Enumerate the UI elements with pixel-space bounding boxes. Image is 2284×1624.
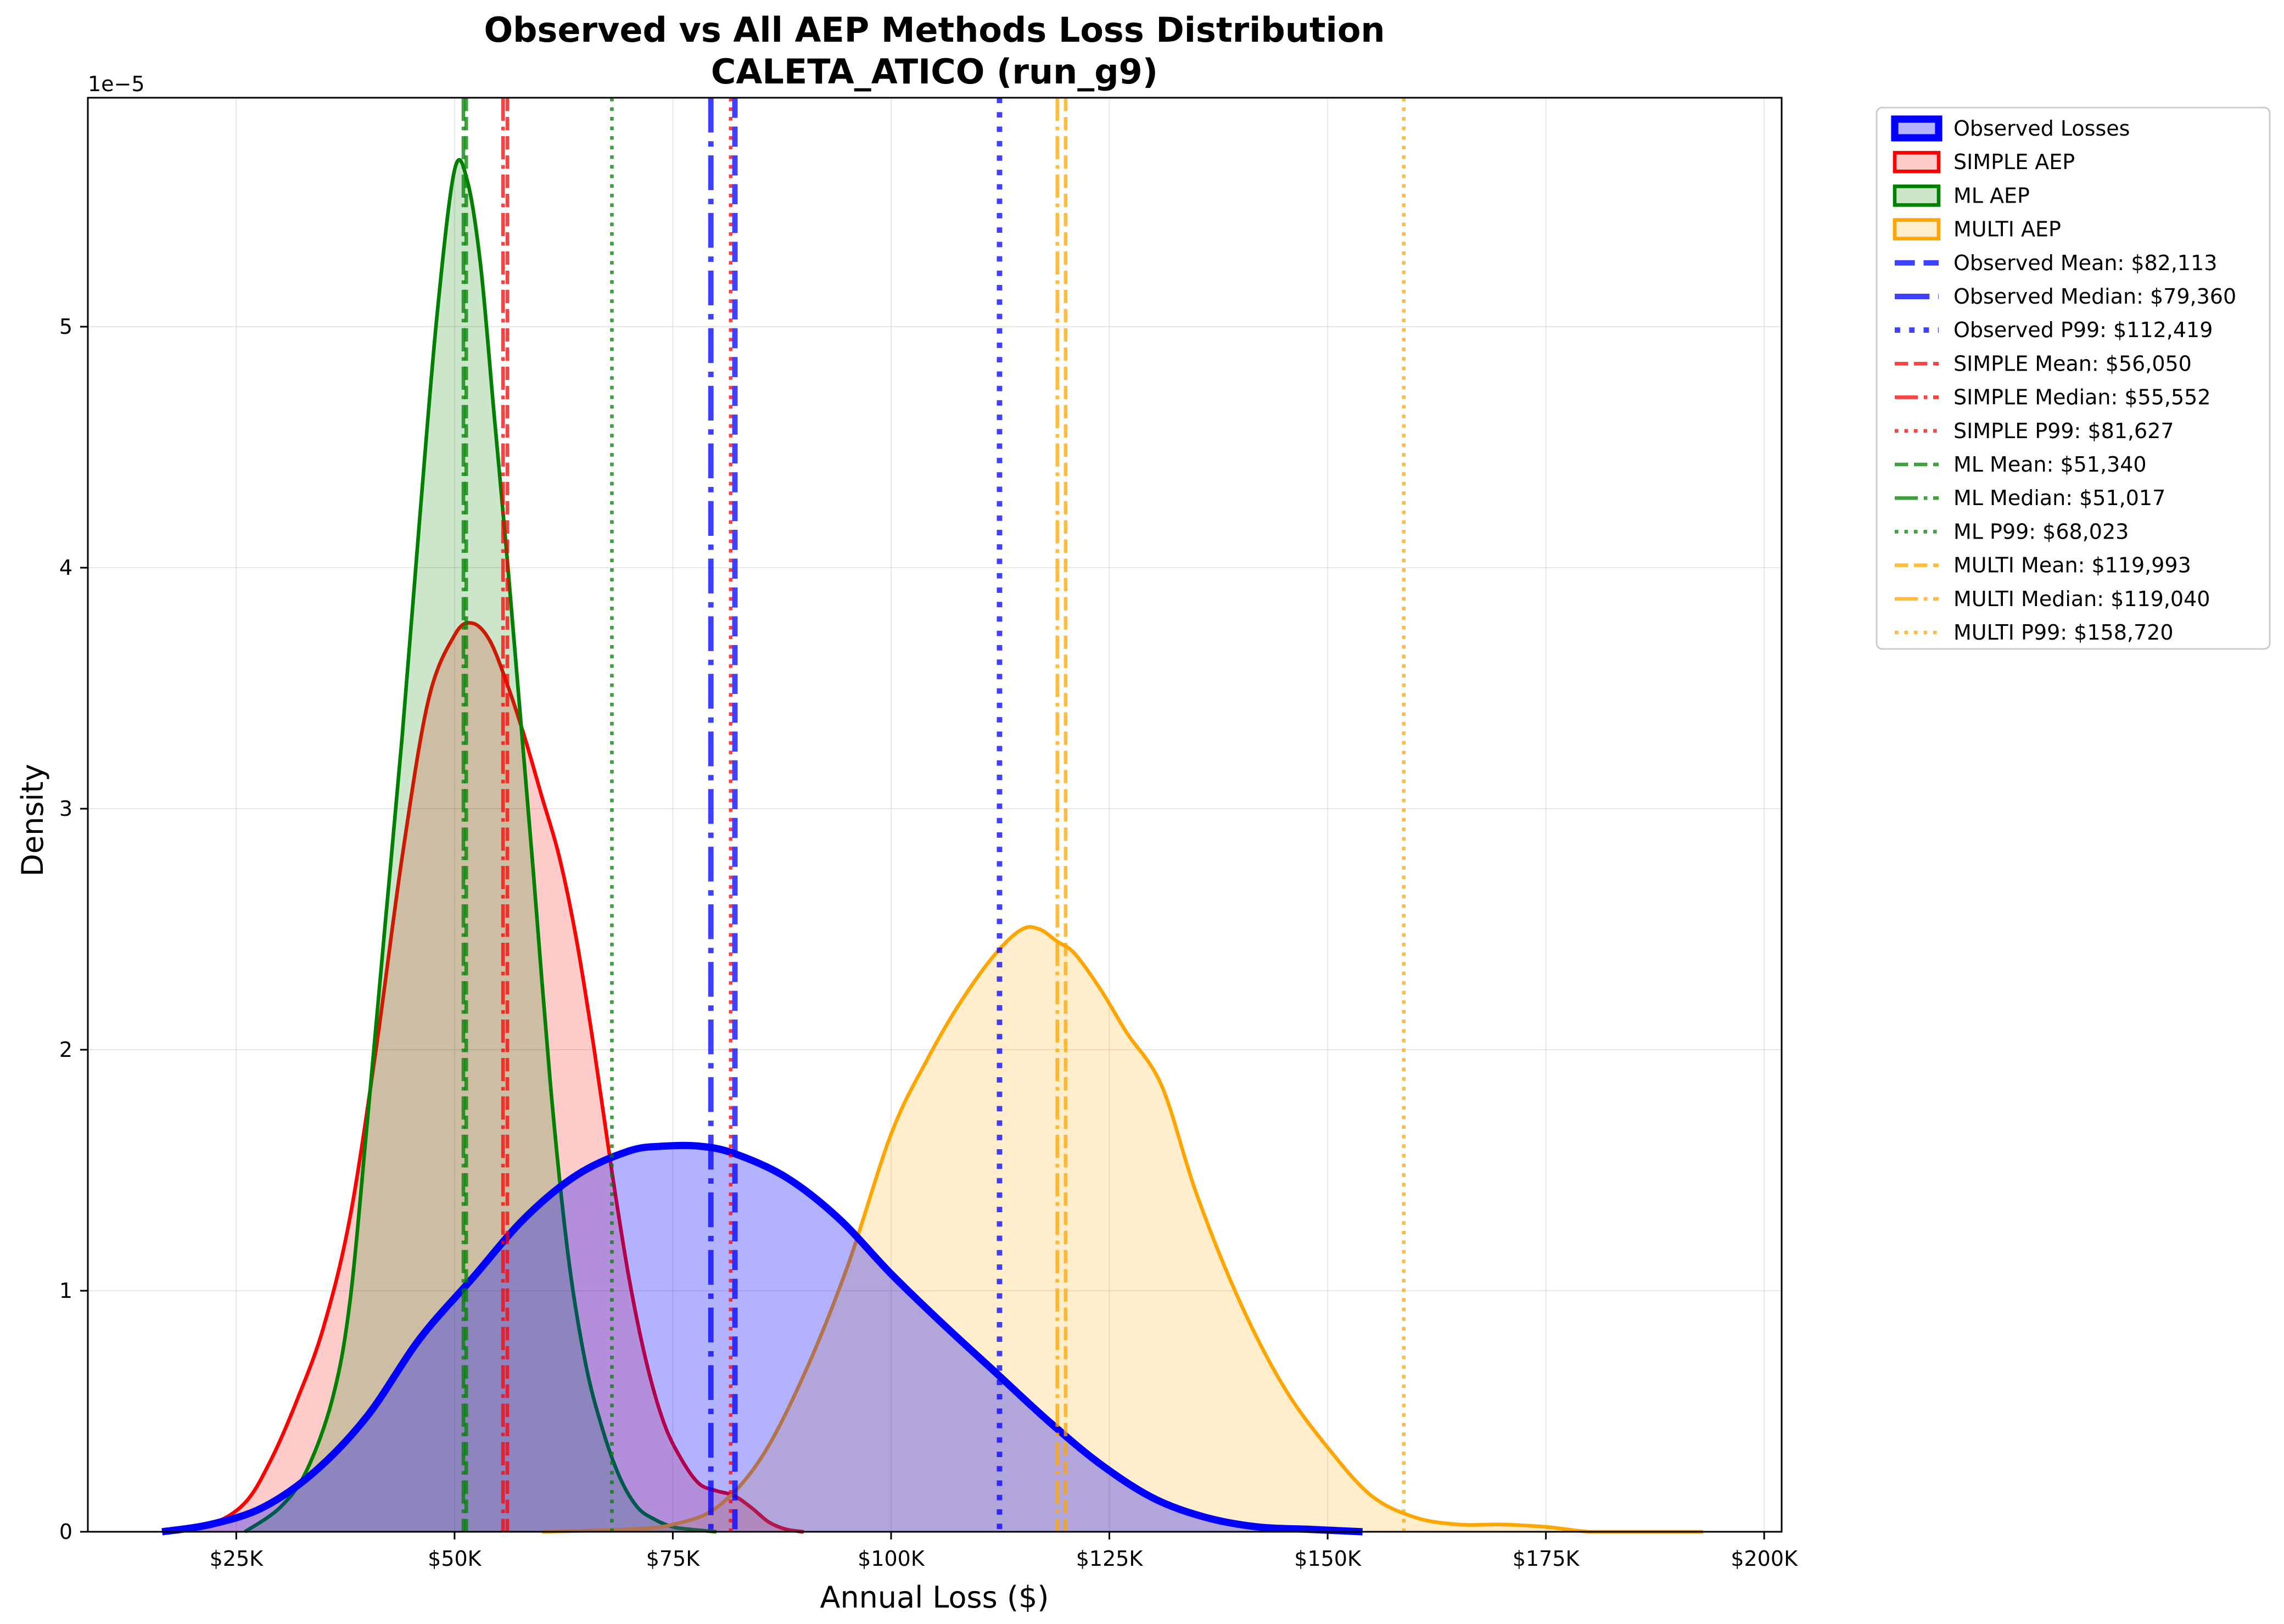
density-line-simple bbox=[166, 621, 804, 1534]
x-tick-label: $100K bbox=[858, 1547, 925, 1571]
legend-items: Observed Losses SIMPLE AEP ML AEP MULTI AEP… bbox=[1891, 115, 2236, 645]
legend: Observed Losses SIMPLE AEP ML AEP MULTI AEP… bbox=[1876, 107, 2271, 650]
legend-label: MULTI Mean: $119,993 bbox=[1953, 553, 2191, 578]
legend-swatch bbox=[1893, 184, 1941, 207]
legend-label: Observed Losses bbox=[1953, 116, 2130, 141]
y-axis-offset-label: 1e−5 bbox=[88, 72, 145, 96]
legend-label: MULTI AEP bbox=[1953, 217, 2061, 242]
y-tick-label: 0 bbox=[59, 1520, 72, 1544]
legend-label: MULTI Median: $119,040 bbox=[1953, 587, 2210, 611]
legend-label: Observed P99: $112,419 bbox=[1953, 318, 2213, 342]
x-tick-label: $75K bbox=[646, 1547, 701, 1571]
y-axis-ticks: 0 1 2 3 4 5 bbox=[59, 315, 88, 1544]
legend-label: SIMPLE Median: $55,552 bbox=[1953, 385, 2211, 410]
legend-label: Observed Median: $79,360 bbox=[1953, 284, 2236, 309]
x-tick-label: $150K bbox=[1294, 1547, 1362, 1571]
legend-swatch bbox=[1893, 150, 1941, 173]
legend-label: ML Median: $51,017 bbox=[1953, 486, 2165, 510]
legend-label: ML P99: $68,023 bbox=[1953, 519, 2129, 544]
chart-title: Observed vs All AEP Methods Loss Distrib… bbox=[484, 10, 1385, 50]
y-tick-label: 5 bbox=[59, 315, 72, 339]
y-tick-label: 1 bbox=[59, 1279, 72, 1303]
density-curves bbox=[161, 158, 1703, 1536]
density-line-multi bbox=[541, 925, 1703, 1534]
x-axis-ticks: $25K $50K $75K $100K $125K $150K $175K $200K bbox=[210, 1532, 1798, 1571]
x-axis-label: Annual Loss ($) bbox=[820, 1580, 1049, 1615]
density-area-multi bbox=[541, 927, 1703, 1532]
x-tick-label: $200K bbox=[1731, 1547, 1798, 1571]
y-tick-label: 2 bbox=[59, 1038, 72, 1062]
legend-label: Observed Mean: $82,113 bbox=[1953, 251, 2217, 275]
y-tick-label: 4 bbox=[59, 556, 72, 580]
legend-swatch bbox=[1891, 115, 1942, 142]
reference-lines bbox=[461, 98, 1406, 1532]
density-area-simple bbox=[166, 623, 804, 1532]
density-line-ml bbox=[244, 158, 717, 1534]
legend-swatch bbox=[1893, 218, 1941, 240]
x-tick-label: $50K bbox=[428, 1547, 482, 1571]
legend-label: MULTI P99: $158,720 bbox=[1953, 620, 2174, 645]
y-axis-label: Density bbox=[15, 764, 50, 876]
legend-label: SIMPLE P99: $81,627 bbox=[1953, 419, 2174, 443]
legend-box bbox=[1876, 107, 2271, 650]
x-tick-label: $125K bbox=[1076, 1547, 1144, 1571]
plot-frame bbox=[87, 97, 1783, 1533]
legend-label: SIMPLE Mean: $56,050 bbox=[1953, 351, 2192, 376]
x-tick-label: $175K bbox=[1513, 1547, 1580, 1571]
y-tick-label: 3 bbox=[59, 797, 72, 821]
legend-label: ML Mean: $51,340 bbox=[1953, 452, 2147, 477]
x-tick-label: $25K bbox=[210, 1547, 264, 1571]
legend-label: ML AEP bbox=[1953, 183, 2030, 208]
chart-subtitle: CALETA_ATICO (run_g9) bbox=[711, 52, 1158, 92]
legend-label: SIMPLE AEP bbox=[1953, 150, 2075, 174]
